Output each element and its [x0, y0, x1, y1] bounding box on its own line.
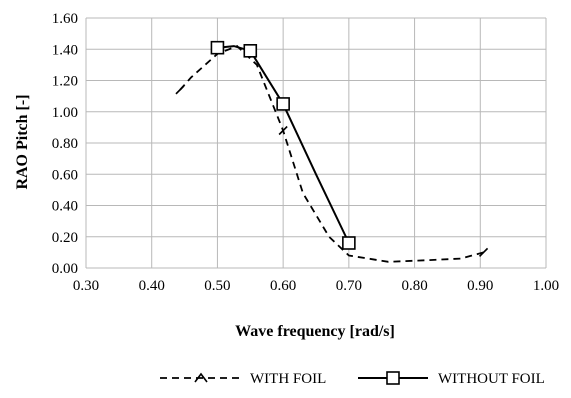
series-with-foil-line	[179, 45, 484, 263]
y-tick-label: 1.60	[52, 11, 78, 27]
y-tick-label: 0.00	[52, 261, 78, 277]
x-axis-title: Wave frequency [rad/s]	[235, 323, 395, 340]
x-tick-label: 0.80	[401, 278, 427, 294]
series-lines	[175, 40, 489, 263]
legend-without-foil-label: WITHOUT FOIL	[438, 371, 545, 387]
x-tick-label: 0.70	[336, 278, 362, 294]
x-tick-label: 0.40	[139, 278, 165, 294]
legend-without-foil-marker	[386, 371, 400, 385]
y-tick-label: 1.40	[52, 42, 78, 58]
with-foil-marker	[479, 247, 489, 257]
x-tick-label: 0.90	[467, 278, 493, 294]
legend-with-foil-marker	[194, 372, 208, 383]
with-foil-marker	[175, 85, 185, 95]
with-foil-marker	[278, 125, 288, 136]
x-tick-label: 0.60	[270, 278, 296, 294]
without-foil-marker	[243, 44, 258, 58]
without-foil-marker	[342, 236, 356, 250]
y-tick-label: 0.80	[52, 136, 78, 152]
y-tick-label: 0.20	[52, 230, 78, 246]
grid-lines	[85, 17, 547, 269]
legend: WITH FOIL WITHOUT FOIL	[160, 371, 545, 387]
legend-with-foil-label: WITH FOIL	[250, 371, 326, 387]
y-tick-label: 1.20	[52, 74, 78, 90]
y-tick-label: 1.00	[52, 105, 78, 121]
x-tick-label: 0.50	[204, 278, 230, 294]
x-tick-label: 0.30	[73, 278, 99, 294]
series-without-foil-line	[217, 45, 350, 244]
tick-labels: 0.00 0.20 0.40 0.60 0.80 1.00 1.20 1.40 1.60 0.30…	[52, 11, 559, 294]
y-axis-title: RAO Pitch [-]	[14, 94, 31, 189]
y-tick-label: 0.60	[52, 167, 78, 183]
y-tick-label: 0.40	[52, 199, 78, 215]
x-tick-label: 1.00	[533, 278, 559, 294]
without-foil-marker	[276, 97, 290, 111]
without-foil-marker	[210, 40, 225, 55]
